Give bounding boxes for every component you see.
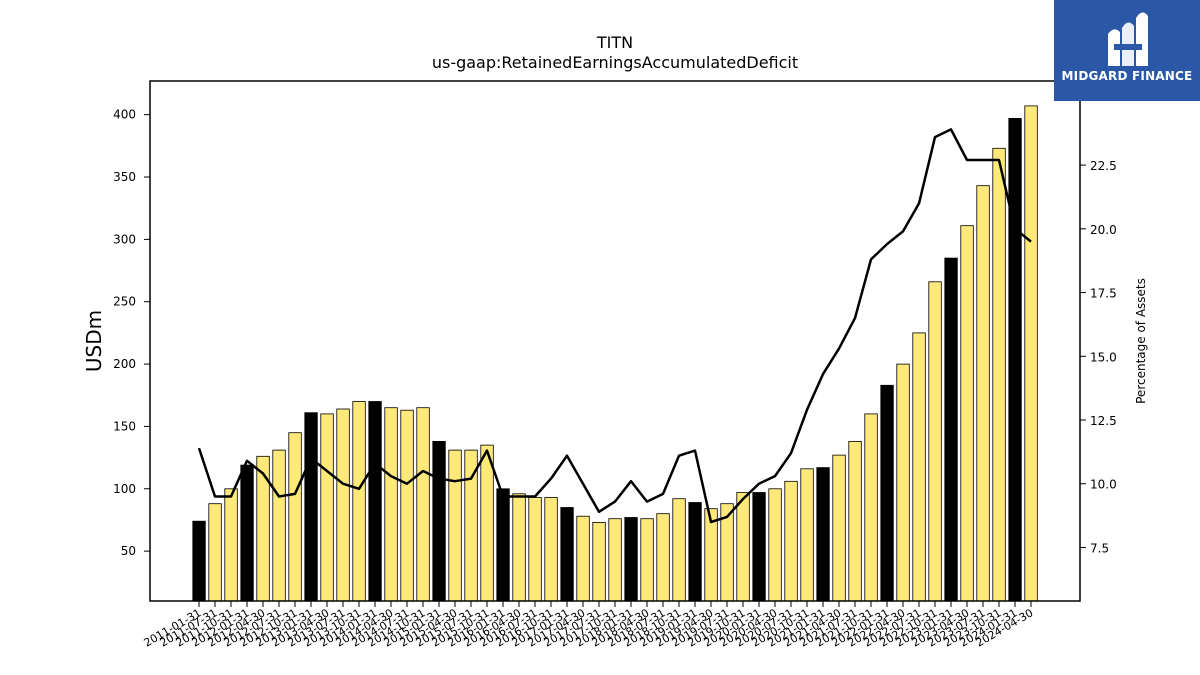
bar-2011-01-31 [192,520,206,602]
bar-2021-04-30 [832,454,846,602]
bar-2015-10-31 [480,444,494,602]
bar-2014-07-31 [400,409,414,602]
bar-2013-07-31 [336,408,350,602]
bar-2020-10-31 [800,468,814,602]
x-axis: 2011-01-312011-07-312011-10-312012-01-31… [142,601,1036,650]
bar-2018-01-31 [624,517,638,602]
bar-2024-04-30 [1024,105,1038,602]
bar-2014-01-31 [368,401,382,602]
y2-tick-label: 15.0 [1090,350,1117,364]
y2-tick-label: 7.5 [1090,541,1109,555]
bar-2022-01-31 [880,384,894,602]
y2-tick-label: 12.5 [1090,414,1117,428]
y-tick-label: 150 [113,419,136,433]
bar-2017-07-31 [592,522,606,602]
bar-2023-07-31 [976,185,990,602]
bar-series [192,105,1038,602]
bar-2019-01-31 [688,502,702,602]
bar-2023-04-30 [960,225,974,602]
bar-2022-04-30 [896,363,910,602]
bar-2024-01-31 [1008,118,1022,602]
bar-2021-10-31 [864,413,878,602]
bar-2011-10-31 [224,488,238,602]
bar-2016-10-31 [544,497,558,602]
bar-2012-07-31 [272,449,286,602]
bar-2022-07-31 [912,332,926,602]
y2-tick-label: 17.5 [1090,287,1117,301]
bar-2023-01-31 [944,257,958,602]
bar-2013-10-31 [352,401,366,602]
bar-2022-10-31 [928,281,942,602]
y2-axis-label: Percentage of Assets [1134,278,1148,404]
bar-2021-07-31 [848,440,862,602]
y2-tick-label: 10.0 [1090,478,1117,492]
bar-2013-01-31 [304,412,318,602]
bar-2020-04-30 [768,488,782,602]
bar-2020-01-31 [752,492,766,602]
midgard-logo-icon [1108,12,1148,67]
y-tick-label: 400 [113,108,136,122]
bar-2011-07-31 [208,503,222,602]
y-axis-right: 7.5 10.0 12.5 15.0 17.5 20.0 22.5 [1080,159,1117,555]
bar-2014-10-31 [416,407,430,602]
bar-2012-10-31 [288,432,302,602]
chart-subtitle: us-gaap:RetainedEarningsAccumulatedDefic… [432,53,798,72]
y-tick-label: 200 [113,357,136,371]
y-tick-label: 300 [113,232,136,246]
bar-2016-04-30 [512,493,526,602]
bar-2017-04-30 [576,515,590,602]
y-tick-label: 250 [113,295,136,309]
bar-2016-07-31 [528,497,542,602]
bar-2017-10-31 [608,518,622,602]
percentage-line [197,128,1032,524]
y-tick-label: 100 [113,482,136,496]
bar-2017-01-31 [560,507,574,602]
bar-2018-10-31 [672,498,686,602]
bar-2020-07-31 [784,480,798,602]
bar-2019-10-31 [736,492,750,602]
y-tick-label: 50 [121,544,136,558]
bar-2012-01-31 [240,464,254,602]
y-tick-label: 350 [113,170,136,184]
y-axis-left: 50 100 150 200 250 300 350 400 [113,108,150,558]
brand-logo-text: MIDGARD FINANCE [1061,69,1193,83]
y2-tick-label: 22.5 [1090,159,1117,173]
bar-2018-04-30 [640,518,654,602]
bar-2014-04-30 [384,407,398,602]
bar-2023-10-31 [992,147,1006,602]
y-axis-label: USDm [82,310,106,372]
bar-2015-04-30 [448,449,462,602]
bar-2015-01-31 [432,440,446,602]
brand-logo: MIDGARD FINANCE [1054,0,1200,101]
bar-2018-07-31 [656,513,670,602]
y2-tick-label: 20.0 [1090,223,1117,237]
bar-2013-04-30 [320,413,334,602]
bar-2016-01-31 [496,488,510,602]
bar-2021-01-31 [816,467,830,602]
chart-title: TITN [596,33,633,52]
